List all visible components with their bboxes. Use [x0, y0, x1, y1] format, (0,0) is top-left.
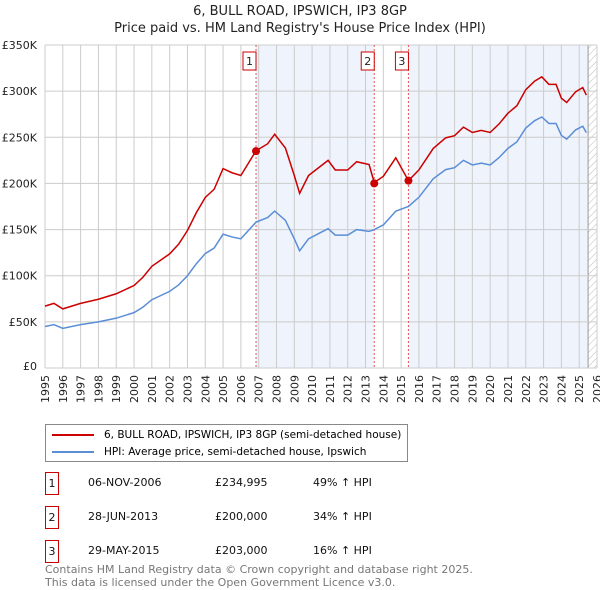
- x-tick-label: 2010: [306, 375, 319, 403]
- x-tick-label: 1997: [75, 375, 88, 403]
- legend-blue-line: [52, 451, 94, 453]
- sale-point: [404, 176, 413, 185]
- sale-hpi-diff: 34% ↑ HPI: [313, 510, 372, 523]
- x-tick-label: 2017: [431, 375, 444, 403]
- y-tick-label: £50K: [9, 316, 38, 329]
- x-tick-label: 2013: [360, 375, 373, 403]
- x-tick-label: 2009: [288, 375, 301, 403]
- sale-marker-number: 3: [398, 55, 405, 68]
- sale-marker-number: 2: [364, 55, 371, 68]
- x-tick-label: 2002: [164, 375, 177, 403]
- y-tick-label: £300K: [2, 85, 38, 98]
- sale-number: 2: [45, 506, 59, 529]
- sale-number: 3: [45, 540, 59, 563]
- x-tick-label: 2021: [502, 375, 515, 403]
- y-tick-label: £250K: [2, 131, 38, 144]
- sale-row: 2 28-JUN-2013 £200,000 34% ↑ HPI: [45, 506, 445, 529]
- footer-line2: This data is licensed under the Open Gov…: [45, 575, 396, 589]
- x-tick-label: 2003: [181, 375, 194, 403]
- x-tick-label: 2020: [484, 375, 497, 403]
- hpi-line: [44, 116, 587, 330]
- x-tick-label: 1998: [92, 375, 105, 403]
- shaded-period: [408, 45, 589, 368]
- x-tick-label: 2024: [555, 375, 568, 403]
- sale-price: £200,000: [215, 510, 268, 523]
- x-tick-label: 2008: [270, 375, 283, 403]
- x-tick-label: 2026: [591, 375, 600, 403]
- shaded-period: [256, 45, 375, 368]
- forecast-hatch: [588, 45, 597, 368]
- x-tick-label: 2012: [342, 375, 355, 403]
- x-tick-label: 2005: [217, 375, 230, 403]
- x-tick-label: 2011: [324, 375, 337, 403]
- legend-red-line: [52, 434, 94, 436]
- x-tick-label: 2004: [199, 375, 212, 403]
- y-tick-label: £150K: [2, 224, 38, 237]
- sale-marker-box: [242, 51, 257, 71]
- legend-red-label: 6, BULL ROAD, IPSWICH, IP3 8GP (semi-det…: [104, 429, 402, 441]
- y-tick-label: £350K: [2, 39, 38, 52]
- legend: 6, BULL ROAD, IPSWICH, IP3 8GP (semi-det…: [45, 424, 408, 462]
- x-tick-label: 2023: [538, 375, 551, 403]
- y-tick-label: £0: [23, 360, 37, 373]
- price-chart: 1995 1996 1997 1998 1999 2000 2001 2002 2003 2004…: [2, 39, 600, 403]
- sale-hpi-diff: 49% ↑ HPI: [313, 476, 372, 489]
- x-tick-label: 2015: [395, 375, 408, 403]
- y-tick-label: £200K: [2, 177, 38, 190]
- sale-marker-number: 1: [246, 55, 253, 68]
- sale-number: 1: [45, 472, 59, 495]
- price-paid-line: [44, 75, 587, 310]
- x-tick-label: 2022: [520, 375, 533, 403]
- x-tick-label: 1999: [110, 375, 123, 403]
- footer-line1: Contains HM Land Registry data © Crown c…: [45, 563, 473, 576]
- sale-date: 06-NOV-2006: [88, 476, 162, 489]
- sale-date: 29-MAY-2015: [88, 544, 160, 557]
- x-tick-label: 2006: [235, 375, 248, 403]
- sale-marker-box: [360, 51, 375, 71]
- x-tick-label: 2019: [466, 375, 479, 403]
- sale-price: £234,995: [215, 476, 268, 489]
- sale-price: £203,000: [215, 544, 268, 557]
- x-tick-label: 2018: [449, 375, 462, 403]
- sale-row: 3 29-MAY-2015 £203,000 16% ↑ HPI: [45, 540, 445, 563]
- footer: Contains HM Land Registry data © Crown c…: [45, 563, 473, 589]
- sale-row: 1 06-NOV-2006 £234,995 49% ↑ HPI: [45, 472, 445, 495]
- x-tick-label: 2016: [413, 375, 426, 403]
- chart-subtitle: Price paid vs. HM Land Registry's House …: [114, 21, 486, 36]
- chart-title: 6, BULL ROAD, IPSWICH, IP3 8GP: [193, 4, 407, 19]
- x-tick-label: 2025: [573, 375, 586, 403]
- sale-date: 28-JUN-2013: [88, 510, 159, 523]
- x-tick-label: 1995: [39, 375, 52, 403]
- y-tick-label: £100K: [2, 270, 38, 283]
- x-tick-label: 1996: [57, 375, 70, 403]
- x-tick-label: 2014: [377, 375, 390, 403]
- legend-blue-label: HPI: Average price, semi-detached house,…: [104, 446, 367, 458]
- x-tick-label: 2000: [128, 375, 141, 403]
- sale-marker-box: [394, 51, 409, 71]
- sale-point: [370, 179, 379, 188]
- x-tick-label: 2001: [146, 375, 159, 403]
- x-tick-label: 2007: [253, 375, 266, 403]
- sale-point: [252, 147, 261, 156]
- sale-hpi-diff: 16% ↑ HPI: [313, 544, 372, 557]
